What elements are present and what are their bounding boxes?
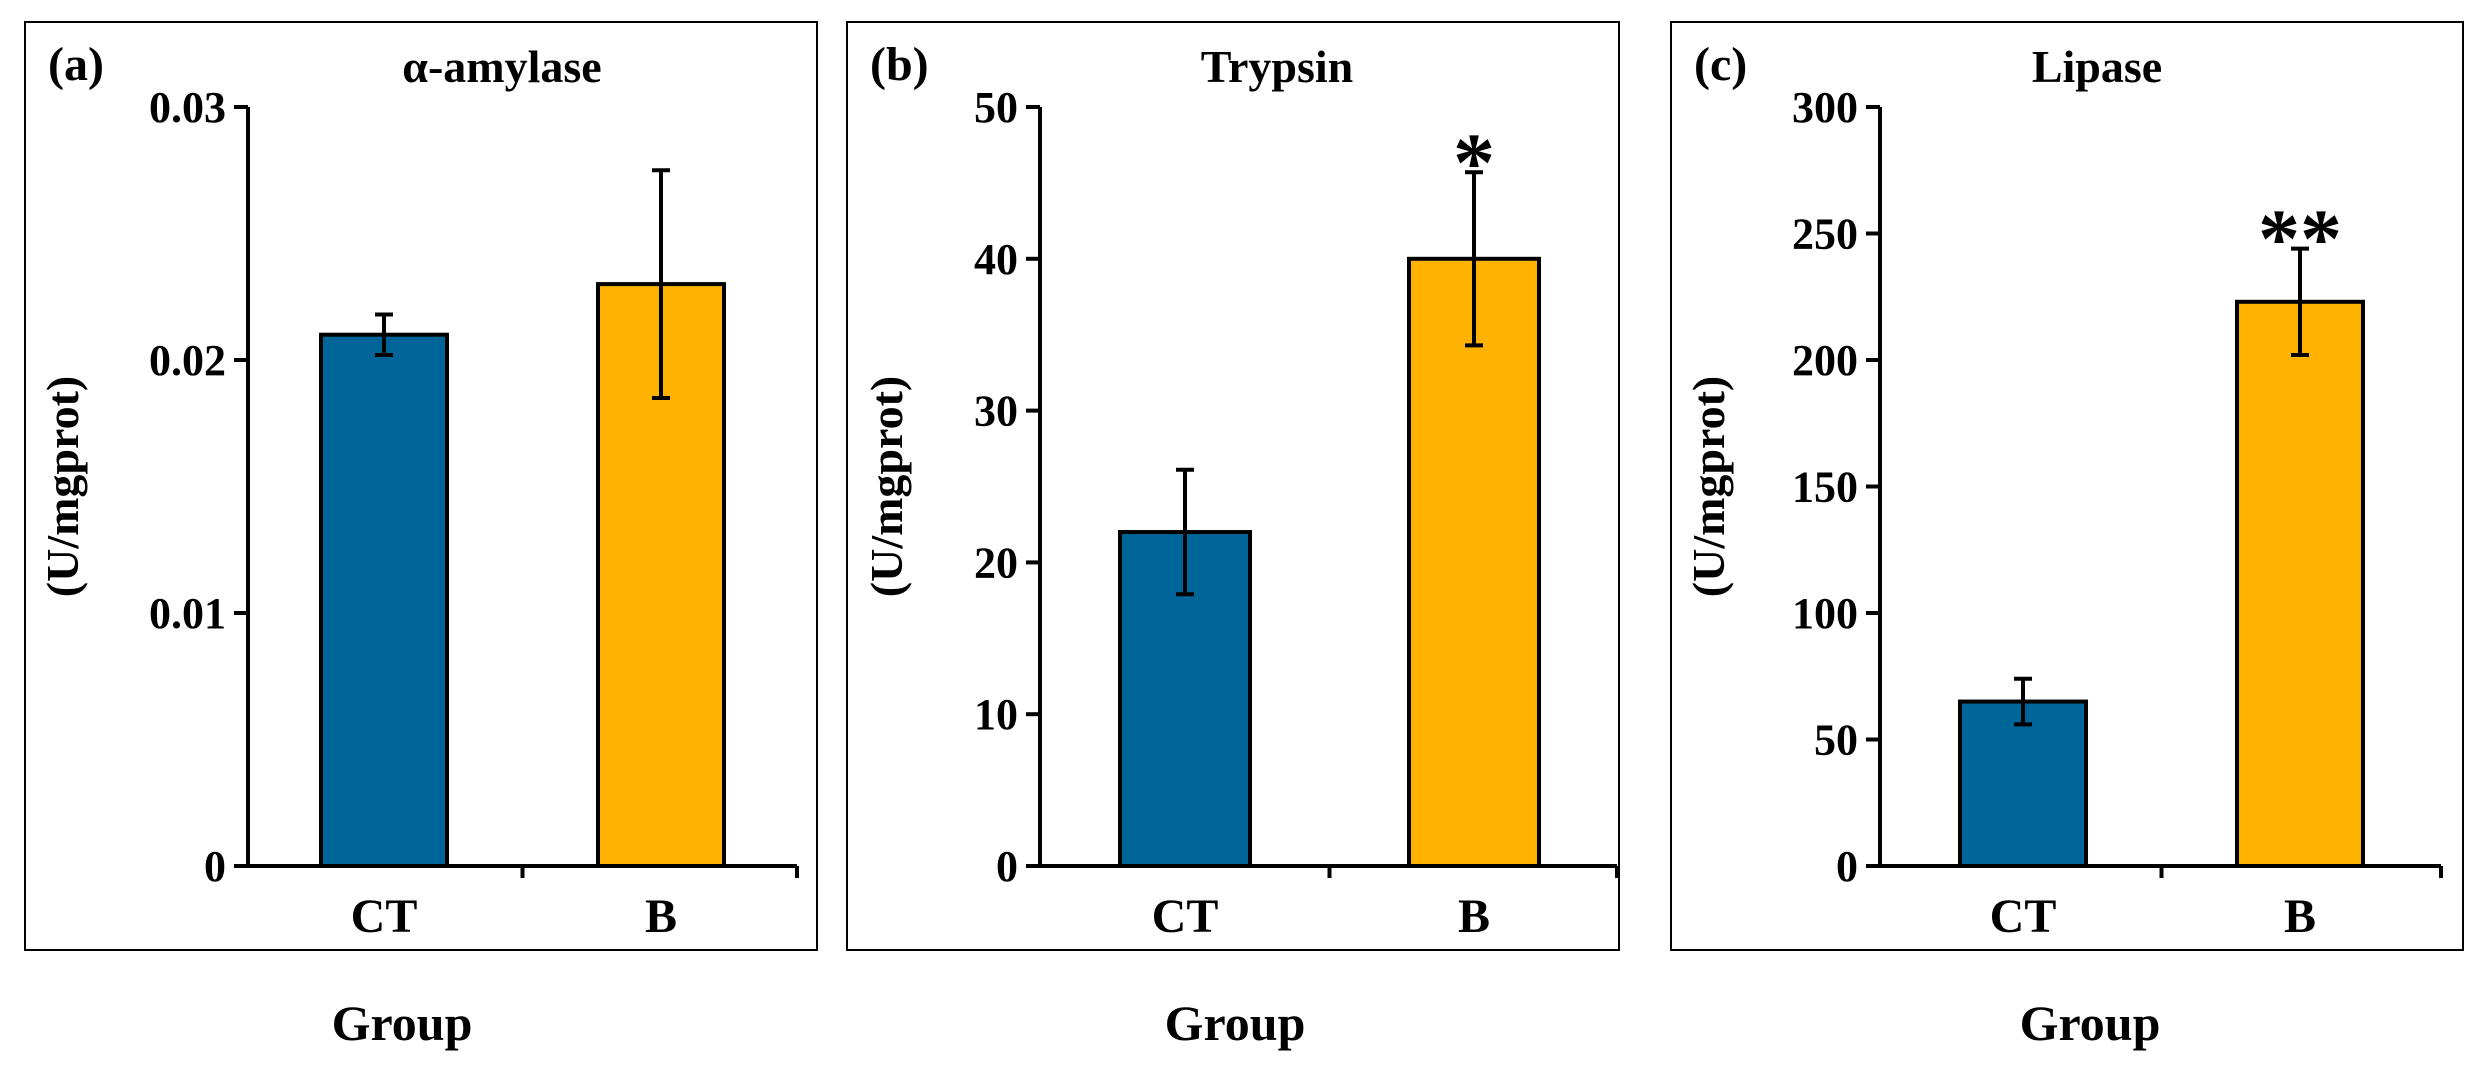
bar-b (1407, 256, 1541, 868)
panel-1: (a) α-amylase (U/mgprot) 0 0.01 0.02 0.03 CT B Gr… (24, 21, 818, 1051)
y-tick-label: 0.01 (149, 589, 226, 638)
significance-mark: * (1453, 116, 1495, 209)
y-tick-label: 10 (974, 690, 1018, 739)
y-tick-label: 0 (1836, 842, 1858, 891)
y-tick-label: 100 (1792, 589, 1858, 638)
x-axis-label: Group (2020, 995, 2161, 1051)
y-tick-label: 150 (1792, 463, 1858, 512)
panel-label: (b) (870, 38, 929, 91)
y-axis-label: (U/mgprot) (37, 376, 88, 597)
x-tick-label: B (645, 890, 677, 943)
y-tick-label: 0.02 (149, 336, 226, 385)
y-tick-label: 50 (1814, 716, 1858, 765)
chart-title: α-amylase (402, 41, 601, 92)
y-axis-label: (U/mgprot) (861, 376, 912, 597)
y-tick-label: 200 (1792, 336, 1858, 385)
chart-title: Lipase (2032, 41, 2162, 92)
y-tick-label: 50 (974, 83, 1018, 132)
y-tick-label: 300 (1792, 83, 1858, 132)
x-tick-label: CT (1152, 890, 1219, 943)
bar-ct (319, 332, 449, 868)
y-tick-label: 30 (974, 387, 1018, 436)
x-tick-label: CT (351, 890, 418, 943)
y-tick-label: 0 (204, 842, 226, 891)
x-tick-label: CT (1990, 890, 2057, 943)
y-tick-label: 250 (1792, 210, 1858, 259)
panel-frame (1670, 21, 2464, 951)
y-tick-label: 0 (996, 842, 1018, 891)
x-axis-label: Group (332, 995, 473, 1051)
x-axis-label: Group (1165, 995, 1306, 1051)
chart-title: Trypsin (1201, 41, 1354, 92)
y-tick-label: 40 (974, 235, 1018, 284)
panel-3: (c) Lipase (U/mgprot) 0 50 100 150 200 250 300 CT *… (1670, 21, 2464, 1051)
panel-frame (24, 21, 818, 951)
bar-b (2235, 299, 2365, 868)
panel-label: (c) (1694, 38, 1747, 91)
panel-label: (a) (48, 38, 104, 91)
y-axis-label: (U/mgprot) (1683, 376, 1734, 597)
x-tick-label: B (2284, 890, 2316, 943)
panel-2: (b) Trypsin (U/mgprot) 0 10 20 30 40 50 CT * B Group (846, 21, 1620, 1051)
significance-mark: ** (2258, 193, 2342, 286)
panel-frame (846, 21, 1620, 951)
y-tick-label: 0.03 (149, 83, 226, 132)
x-tick-label: B (1458, 890, 1490, 943)
y-tick-label: 20 (974, 538, 1018, 587)
